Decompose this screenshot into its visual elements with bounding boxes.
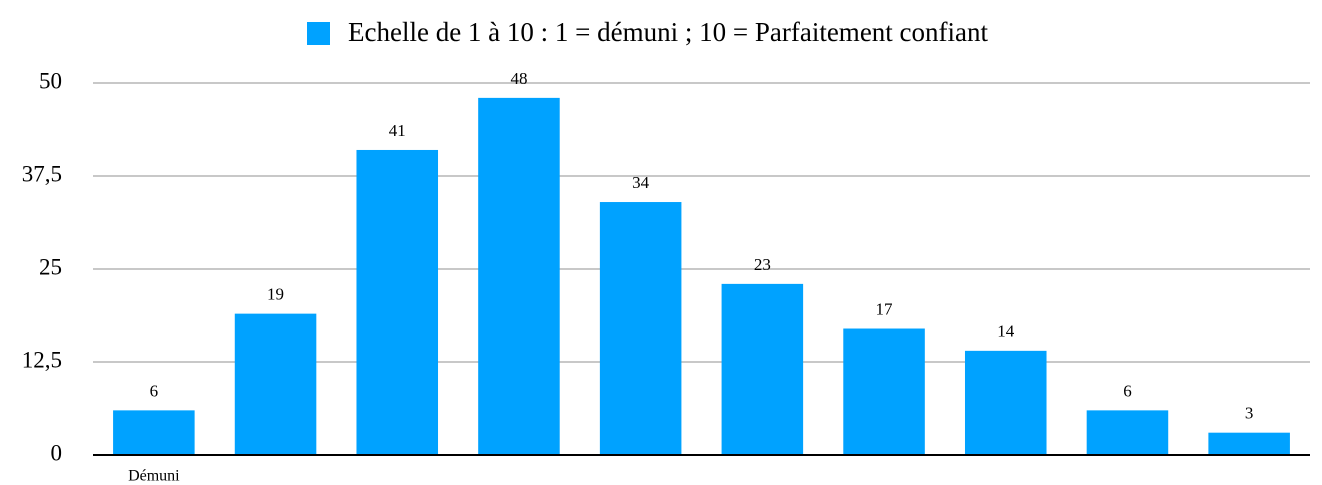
data-label: 19	[267, 285, 284, 304]
bar	[843, 328, 925, 455]
data-label: 17	[876, 299, 894, 318]
legend-swatch	[307, 22, 330, 45]
y-tick-label: 50	[39, 68, 62, 93]
y-tick-label: 12,5	[22, 347, 62, 372]
bar	[964, 350, 1047, 455]
bar	[113, 410, 195, 455]
bar	[599, 202, 682, 455]
bar	[234, 313, 317, 455]
data-label: 3	[1245, 404, 1254, 423]
y-tick-label: 0	[51, 440, 63, 465]
data-label: 14	[997, 322, 1015, 341]
data-label: 6	[1123, 381, 1132, 400]
data-label: 41	[389, 121, 406, 140]
data-label: 34	[632, 173, 650, 192]
y-tick-label: 37,5	[22, 161, 62, 186]
data-label: 6	[150, 381, 159, 400]
data-label: 23	[754, 255, 771, 274]
bar	[721, 283, 804, 455]
bar	[1208, 432, 1290, 455]
legend-label: Echelle de 1 à 10 : 1 = démuni ; 10 = Pa…	[348, 17, 989, 47]
data-label: 48	[510, 69, 527, 88]
bar	[1086, 410, 1169, 455]
x-tick-label: Démuni	[128, 468, 180, 485]
bar	[478, 97, 560, 455]
y-tick-label: 25	[39, 254, 62, 279]
bar	[356, 149, 439, 455]
